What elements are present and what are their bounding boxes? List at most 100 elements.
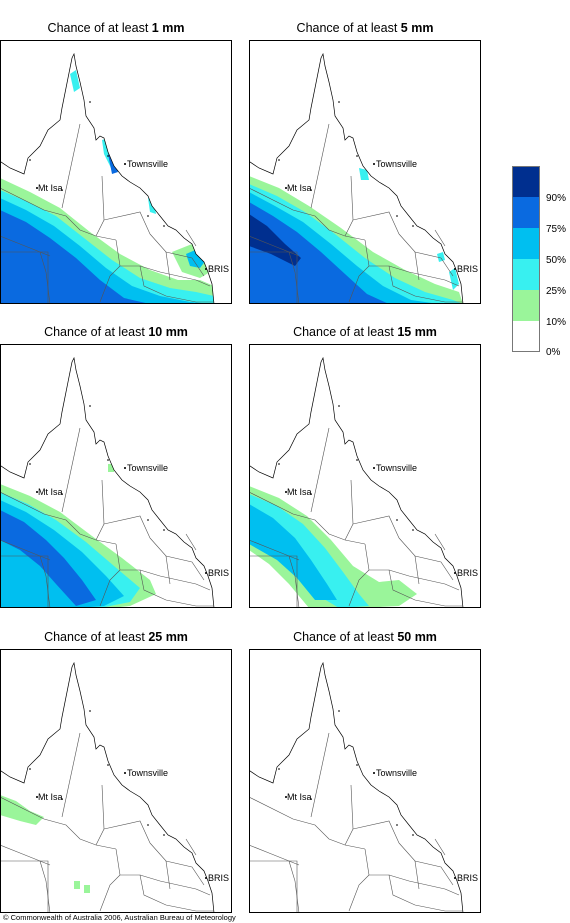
district-boundary xyxy=(185,229,197,247)
district-boundary xyxy=(61,123,81,209)
district-boundary xyxy=(149,537,205,581)
state-border xyxy=(0,860,49,913)
legend-swatch-90 xyxy=(512,166,540,197)
probability-band xyxy=(249,504,337,600)
district-boundary xyxy=(139,569,211,591)
brisbane-label: BRIS xyxy=(208,873,229,883)
district-boundary xyxy=(288,251,300,304)
townsville-label: Townsville xyxy=(127,768,168,778)
rainfall-probability-bands xyxy=(249,168,463,304)
district-boundary xyxy=(165,555,171,585)
coastline xyxy=(249,40,481,304)
district-boundary xyxy=(434,229,446,247)
district-boundary xyxy=(310,427,330,513)
district-boundary xyxy=(414,860,420,890)
district-boundary xyxy=(39,555,51,608)
district-boundary xyxy=(310,732,330,818)
map-frame xyxy=(249,344,481,608)
coastline xyxy=(0,344,232,608)
mt-isa-label: Mt Isa xyxy=(287,183,312,193)
probability-band xyxy=(249,494,369,608)
probability-band xyxy=(249,214,301,266)
district-boundary xyxy=(95,784,105,846)
district-boundary xyxy=(95,175,105,237)
rainfall-map: Townsville Mt Isa BRIS xyxy=(0,40,232,304)
district-boundary xyxy=(185,533,197,551)
legend-label: 10% xyxy=(546,317,567,328)
townsville-label: Townsville xyxy=(376,159,417,169)
probability-band xyxy=(249,202,389,304)
queensland-map: Townsville Mt Isa BRIS xyxy=(249,40,481,304)
district-boundary xyxy=(95,479,105,541)
legend-swatch-25 xyxy=(512,259,540,290)
district-boundary xyxy=(103,820,151,844)
legend-label: 90% xyxy=(546,193,567,204)
rainfall-map: Townsville Mt Isa BRIS xyxy=(249,40,481,304)
district-boundary xyxy=(185,838,197,856)
mt-isa-label: Mt Isa xyxy=(287,792,312,802)
district-boundary xyxy=(61,427,81,513)
district-boundary xyxy=(288,860,300,913)
mt-isa-label: Mt Isa xyxy=(38,183,63,193)
district-boundary xyxy=(99,874,121,912)
map-frame xyxy=(0,40,232,304)
district-boundary xyxy=(249,491,366,545)
townsville-label: Townsville xyxy=(127,463,168,473)
district-boundary xyxy=(99,569,121,607)
brisbane-label: BRIS xyxy=(457,873,478,883)
coastline xyxy=(0,40,232,304)
townsville-label: Townsville xyxy=(127,159,168,169)
rainfall-probability-bands xyxy=(249,486,417,608)
legend-swatch-50 xyxy=(512,228,540,259)
district-boundary xyxy=(139,874,211,896)
brisbane-label: BRIS xyxy=(457,264,478,274)
district-boundary xyxy=(348,874,370,912)
district-boundary xyxy=(288,555,300,608)
district-boundary xyxy=(388,874,460,896)
district-boundary xyxy=(103,211,151,235)
panel-title: Chance of at least 5 mm xyxy=(296,21,434,35)
probability-band xyxy=(359,168,369,180)
legend-label: 25% xyxy=(546,286,567,297)
district-boundary xyxy=(249,796,366,850)
mt-isa-label: Mt Isa xyxy=(38,487,63,497)
state-border xyxy=(0,555,49,608)
townsville-label: Townsville xyxy=(376,463,417,473)
map-frame xyxy=(249,649,481,913)
mt-isa-label: Mt Isa xyxy=(38,792,63,802)
legend-swatch-0 xyxy=(512,321,540,352)
district-boundary xyxy=(0,844,51,866)
panel-title: Chance of at least 1 mm xyxy=(47,21,185,35)
map-frame xyxy=(0,344,232,608)
probability-band xyxy=(70,70,80,92)
legend-label: 50% xyxy=(546,255,567,266)
district-boundary xyxy=(165,251,171,281)
legend-swatch-10 xyxy=(512,290,540,321)
state-border xyxy=(249,251,298,304)
probability-band xyxy=(0,210,150,304)
district-boundary xyxy=(139,265,211,287)
rainfall-map: Townsville Mt Isa BRIS xyxy=(249,344,481,608)
queensland-map: Townsville Mt Isa BRIS xyxy=(0,40,232,304)
district-boundary xyxy=(0,796,117,850)
district-boundary xyxy=(61,732,81,818)
panel-title: Chance of at least 50 mm xyxy=(293,630,437,644)
district-boundary xyxy=(352,515,400,539)
townsville-label: Townsville xyxy=(376,768,417,778)
legend-label: 0% xyxy=(546,347,561,358)
brisbane-label: BRIS xyxy=(457,568,478,578)
district-boundary xyxy=(398,842,454,886)
queensland-map: Townsville Mt Isa BRIS xyxy=(249,649,481,913)
legend-label: 75% xyxy=(546,224,567,235)
rainfall-probability-bands xyxy=(0,464,156,608)
coastline xyxy=(249,649,481,913)
mt-isa-label: Mt Isa xyxy=(287,487,312,497)
coastline xyxy=(0,649,232,913)
panel-title: Chance of at least 15 mm xyxy=(293,325,437,339)
legend: 90% 75% 50% 25% 10% 0% xyxy=(512,166,570,366)
queensland-map: Townsville Mt Isa BRIS xyxy=(0,649,232,913)
rainfall-map: Townsville Mt Isa BRIS xyxy=(249,649,481,913)
district-boundary xyxy=(398,233,454,277)
district-boundary xyxy=(39,860,51,913)
district-boundary xyxy=(0,491,117,545)
